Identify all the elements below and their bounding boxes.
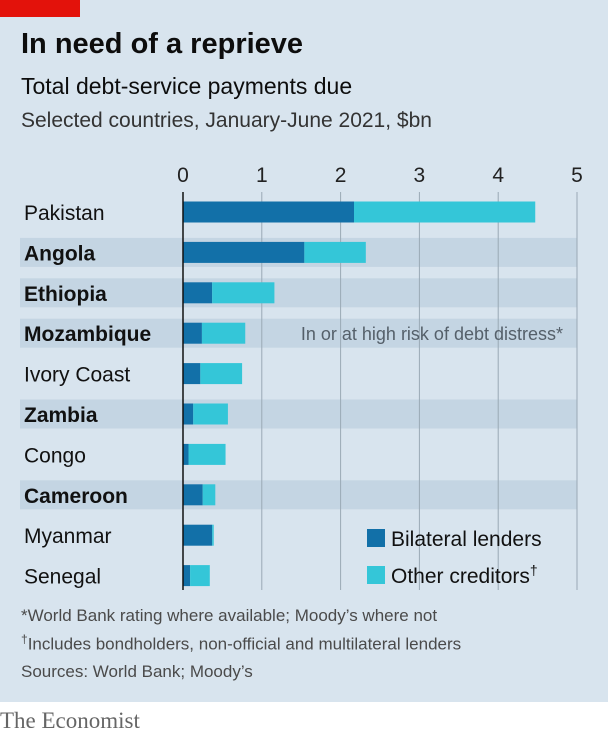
highlight-band: [20, 278, 577, 308]
legend-swatch-other: [367, 566, 385, 584]
bar-bilateral: [183, 443, 189, 465]
category-label: Cameroon: [24, 485, 128, 508]
x-tick-label: 2: [335, 164, 347, 187]
bar-other: [304, 241, 366, 263]
x-tick-label: 1: [256, 164, 268, 187]
legend-label-bilateral: Bilateral lenders: [391, 528, 542, 551]
footnote-creditors: †Includes bondholders, non-official and …: [21, 632, 461, 655]
footnote-dagger: †: [21, 632, 28, 646]
x-tick-label: 0: [177, 164, 189, 187]
annotation-distress: In or at high risk of debt distress*: [301, 324, 563, 344]
bar-bilateral: [183, 484, 203, 506]
highlight-band: [20, 318, 577, 348]
bar-other: [201, 322, 246, 344]
category-label: Ethiopia: [24, 283, 107, 306]
category-label: Mozambique: [24, 323, 151, 346]
bar-other: [212, 282, 275, 304]
highlight-band: [20, 399, 577, 429]
chart-subtitle: Total debt-service payments due: [21, 73, 353, 99]
category-label: Myanmar: [24, 525, 112, 548]
bar-bilateral: [183, 524, 213, 546]
footnote-rating: *World Bank rating where available; Mood…: [21, 606, 438, 625]
bar-other: [188, 443, 226, 465]
legend-label-other: Other creditors†: [391, 562, 538, 588]
category-label: Pakistan: [24, 202, 105, 225]
legend-dagger-mark: †: [530, 562, 538, 578]
category-label: Senegal: [24, 566, 101, 589]
x-tick-label: 3: [414, 164, 426, 187]
legend-swatch-bilateral: [367, 529, 385, 547]
bar-chart: 0 1 2 3 4 5 Pakistan Angola Ethiopia Mozambique Iv…: [20, 164, 583, 590]
footnote-creditors-text: Includes bondholders, non-official and m…: [27, 634, 462, 654]
chart-title: In need of a reprieve: [21, 28, 304, 60]
bar-other: [190, 565, 210, 587]
bar-bilateral: [183, 201, 354, 223]
category-label: Ivory Coast: [24, 364, 130, 387]
bar-other: [200, 363, 243, 385]
x-tick-label: 5: [571, 164, 583, 187]
bar-bilateral: [183, 322, 202, 344]
category-label: Zambia: [24, 404, 98, 427]
category-label: Congo: [24, 444, 86, 467]
bar-bilateral: [183, 282, 213, 304]
highlight-band: [20, 480, 577, 510]
brand-red-tag: [0, 0, 80, 17]
bar-bilateral: [183, 363, 201, 385]
bar-bilateral: [183, 565, 191, 587]
bar-other: [212, 524, 214, 546]
economist-logo-text: The Economist: [0, 708, 140, 733]
sources-note: Sources: World Bank; Moody’s: [21, 662, 253, 681]
x-tick-label: 4: [492, 164, 504, 187]
chart-panel: [0, 0, 608, 702]
category-label: Angola: [24, 242, 95, 265]
bar-other: [202, 484, 216, 506]
bar-other: [193, 403, 228, 425]
bar-bilateral: [183, 241, 305, 263]
chart-subtitle-2: Selected countries, January-June 2021, $…: [21, 109, 432, 132]
bar-bilateral: [183, 403, 194, 425]
bar-other: [353, 201, 536, 223]
